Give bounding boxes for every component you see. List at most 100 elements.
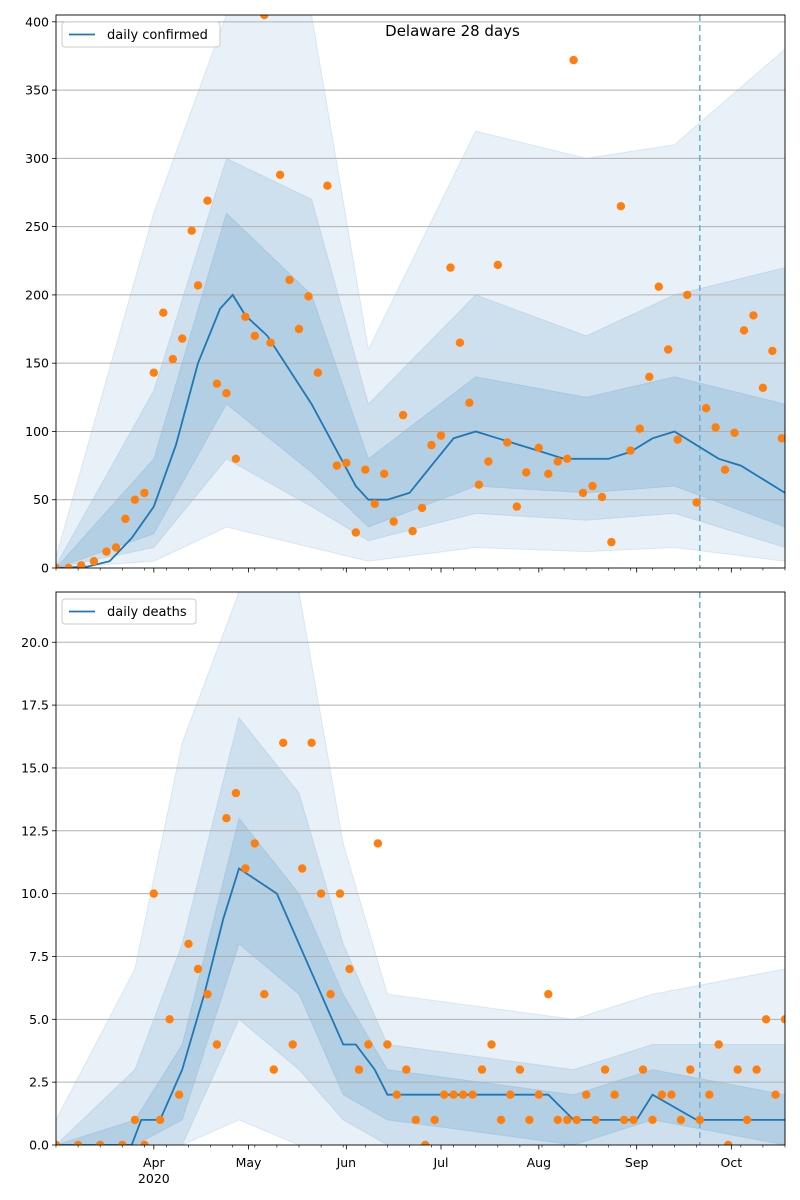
data-point (212, 1040, 222, 1049)
data-point (130, 1115, 140, 1125)
data-point (626, 446, 635, 455)
data-point (354, 1065, 364, 1074)
data-point (455, 338, 465, 347)
x-tick-label: Aug (527, 1155, 551, 1170)
data-point (701, 404, 711, 413)
data-point (155, 1115, 165, 1125)
data-point (140, 488, 149, 498)
x-tick-label: Jun (336, 1155, 357, 1170)
data-point (326, 990, 335, 999)
data-point (241, 864, 250, 873)
data-point (474, 480, 484, 489)
data-point (389, 517, 398, 526)
data-point (600, 1065, 610, 1074)
y-tick-label: 150 (25, 356, 49, 371)
y-tick-label: 2.5 (29, 1075, 49, 1090)
data-point (380, 469, 389, 478)
data-point (430, 1115, 439, 1125)
data-point (427, 440, 436, 450)
data-point (370, 499, 379, 508)
data-point (408, 526, 417, 536)
x-tick-label: May (236, 1155, 262, 1170)
y-tick-label: 100 (25, 424, 49, 439)
data-point (332, 461, 342, 470)
data-point (553, 1115, 562, 1125)
y-tick-label: 200 (25, 287, 49, 302)
data-point (768, 346, 777, 356)
data-point (250, 331, 259, 341)
data-point (683, 290, 692, 300)
data-point (241, 312, 250, 321)
data-point (187, 226, 196, 235)
data-point (342, 458, 351, 468)
data-point (506, 1090, 515, 1099)
data-point (742, 1115, 752, 1125)
data-point (364, 1040, 373, 1049)
data-point (149, 368, 158, 377)
data-point (285, 275, 294, 285)
y-tick-label: 0.0 (29, 1138, 49, 1153)
data-point (692, 498, 701, 507)
data-point (733, 1065, 742, 1074)
data-point (705, 1090, 714, 1099)
data-point (676, 1115, 686, 1125)
data-point (383, 1040, 392, 1049)
data-point (758, 383, 768, 392)
data-point (607, 537, 616, 547)
data-point (102, 547, 111, 556)
data-point (203, 196, 212, 205)
data-point (212, 379, 222, 388)
data-point (739, 326, 749, 335)
data-point (361, 465, 370, 474)
x-tick-label: Apr (143, 1155, 165, 1170)
data-point (260, 990, 269, 999)
data-point (578, 488, 588, 498)
data-point (534, 443, 543, 452)
data-point (149, 889, 158, 898)
data-point (496, 1115, 506, 1125)
data-point (266, 338, 275, 347)
data-point (118, 1140, 127, 1145)
data-point (503, 438, 512, 447)
axes-frame (55, 591, 786, 1146)
data-point (686, 1065, 695, 1074)
data-point (544, 990, 553, 999)
data-point (616, 202, 626, 211)
data-point (771, 1090, 780, 1099)
data-point (591, 1115, 600, 1125)
y-tick-label: 250 (25, 219, 49, 234)
data-point (260, 15, 269, 20)
data-point (96, 1140, 105, 1145)
data-point (231, 788, 241, 798)
legend-label: daily deaths (107, 605, 187, 620)
x-year-label: 2020 (138, 1171, 170, 1186)
data-point (563, 1115, 572, 1125)
data-point (269, 1065, 278, 1074)
data-point (222, 814, 231, 823)
data-point (664, 345, 673, 354)
data-point (140, 1140, 149, 1145)
data-point (487, 1040, 496, 1049)
confidence-band-1 (56, 716, 785, 1145)
data-point (711, 423, 720, 432)
data-point (582, 1090, 591, 1099)
data-point (298, 864, 307, 873)
y-tick-label: 5.0 (29, 1012, 49, 1027)
data-point (752, 1065, 761, 1074)
data-point (275, 170, 285, 179)
data-point (307, 738, 316, 747)
data-point (304, 292, 313, 301)
data-point (64, 563, 73, 568)
y-tick-label: 10.0 (21, 886, 49, 901)
data-point (288, 1040, 297, 1049)
data-point (417, 503, 427, 513)
data-point (111, 543, 121, 552)
data-point (165, 1015, 174, 1024)
data-point (351, 528, 360, 537)
data-point (316, 889, 326, 898)
data-point (465, 398, 474, 407)
data-point (534, 1090, 543, 1099)
data-point (121, 514, 130, 523)
data-point (720, 465, 730, 474)
data-point (56, 1140, 61, 1145)
